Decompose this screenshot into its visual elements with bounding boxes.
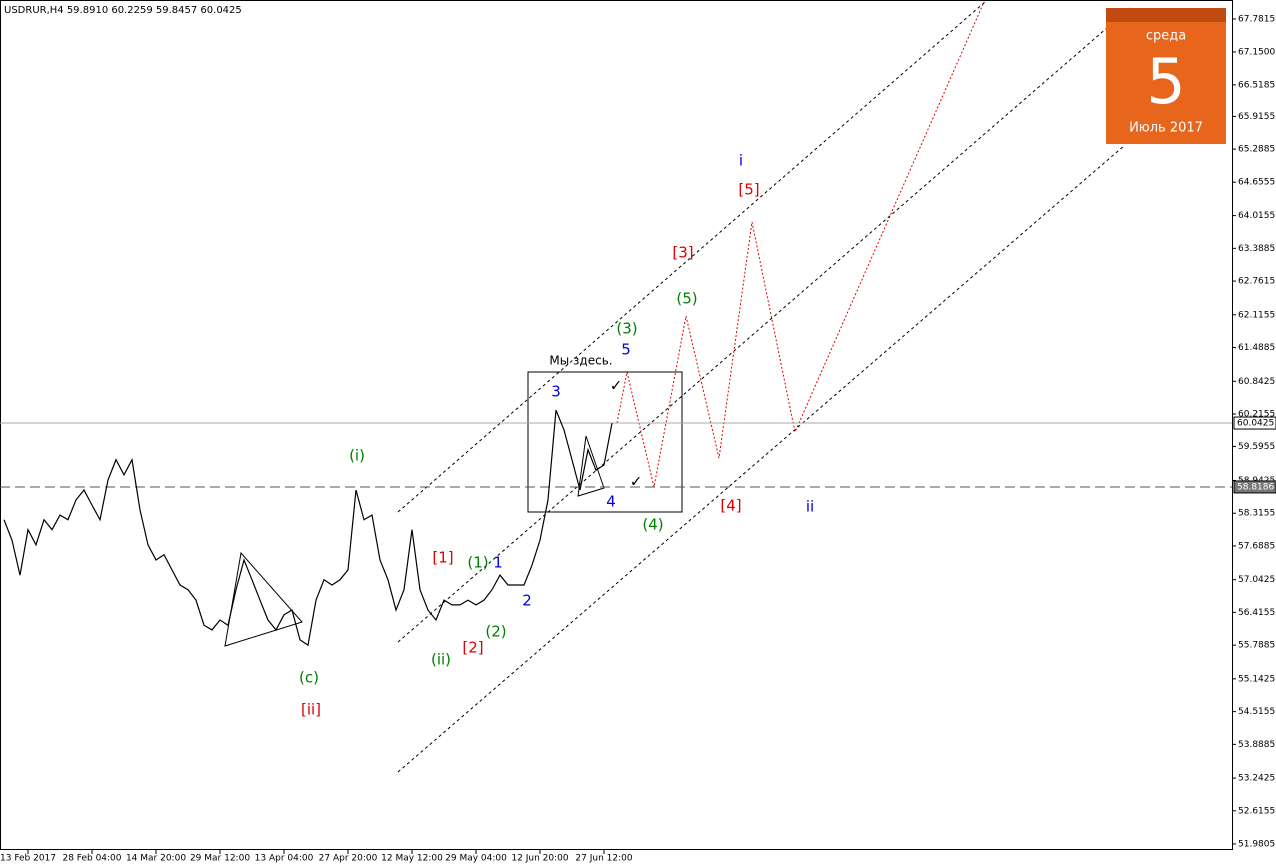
channel-line [397,144,1126,773]
y-tick-label: 54.5155 [1238,707,1275,717]
wave-label: [3] [672,244,693,262]
x-tick-label: 12 Jun 20:00 [511,854,568,864]
wave-label: 4 [606,493,616,511]
y-tick-label: 64.0155 [1238,211,1275,221]
y-tick-label: 60.2155 [1238,410,1275,420]
y-tick-label: 67.7815 [1238,14,1275,24]
calendar-day: 5 [1146,45,1185,118]
x-tick-label: 14 Mar 20:00 [126,854,186,864]
projection [616,1,985,488]
wave-label: [2] [462,639,483,657]
y-tick-label: 53.2425 [1238,774,1275,784]
y-tick-label: 61.4885 [1238,343,1275,353]
wave-label: (5) [676,290,697,308]
y-tick-label: 55.7885 [1238,641,1275,651]
y-tick-label: 53.8885 [1238,740,1275,750]
y-tick-label: 51.9805 [1238,839,1275,849]
price-line-series [3,409,613,647]
x-tick-label: 13 Feb 2017 [0,854,56,864]
y-tick-label: 62.7615 [1238,277,1275,287]
y-tick-label: 55.1425 [1238,674,1275,684]
x-tick-label: 28 Feb 04:00 [62,854,121,864]
calendar-bg [1106,8,1226,144]
y-tick-label: 63.3885 [1238,244,1275,254]
triangle [224,551,303,647]
y-tick-label: 65.2885 [1238,145,1275,155]
price-label-bg [1233,416,1276,430]
wave-label: (c) [299,669,319,687]
y-tick-label: 67.1500 [1238,47,1275,57]
price-label-bg [1233,480,1276,494]
wave-label: (2) [485,623,506,641]
y-tick-label: 59.5955 [1238,442,1275,452]
y-tick-label: 66.5185 [1238,80,1275,90]
y-tick-label: 65.9155 [1238,112,1275,122]
x-tick-label: 29 Mar 12:00 [190,854,250,864]
x-tick-label: 12 May 12:00 [381,854,443,864]
wave-label: 2 [522,592,532,610]
wave-label: 3 [551,383,561,401]
calendar: среда 5 Июль 2017 [1106,8,1226,144]
channel-line [397,1,986,513]
wave-label: [ii] [301,701,321,719]
y-tick-label: 56.4155 [1238,608,1275,618]
y-tick-label: 64.6555 [1238,178,1275,188]
wave-label: 1 [493,554,503,572]
wave-label: ✓ [610,377,623,395]
focus-box [527,371,683,513]
calendar-month: Июль 2017 [1129,121,1203,136]
price-label: 58.8186 [1237,482,1274,492]
y-tick-label: 62.1155 [1238,310,1275,320]
wave-label: (3) [616,320,637,338]
wave-label: (4) [642,516,663,534]
x-tick-label: 27 Jun 12:00 [575,854,632,864]
y-tick-label: 57.6885 [1238,541,1275,551]
channel-line [397,7,1131,643]
y-tick-label: 58.3155 [1238,509,1275,519]
triangle [577,435,605,497]
x-tick-label: 13 Apr 04:00 [255,854,314,864]
wave-label: [5] [738,181,759,199]
y-tick-label: 52.6155 [1238,806,1275,816]
x-tick-label: 29 May 04:00 [445,854,507,864]
wave-label: (ii) [431,651,451,669]
chart-title: USDRUR,H4 59.8910 60.2259 59.8457 60.042… [4,5,242,16]
x-tick-label: 27 Apr 20:00 [319,854,378,864]
y-tick-label: 57.0425 [1238,575,1275,585]
plot-frame [0,0,1233,850]
wave-label: Мы здесь. [549,354,612,368]
wave-label: ii [806,498,814,516]
price-label: 60.0425 [1237,419,1274,429]
wave-label: ✓ [630,473,643,491]
wave-label: (1) [467,554,488,572]
wave-label: [4] [720,497,741,515]
calendar-weekday: среда [1146,29,1186,44]
wave-label: [1] [432,549,453,567]
wave-label: 5 [621,341,631,359]
y-tick-label: 60.8425 [1238,377,1275,387]
calendar-rings [1106,8,1226,22]
wave-label: (i) [349,447,365,465]
wave-label: i [739,152,743,170]
